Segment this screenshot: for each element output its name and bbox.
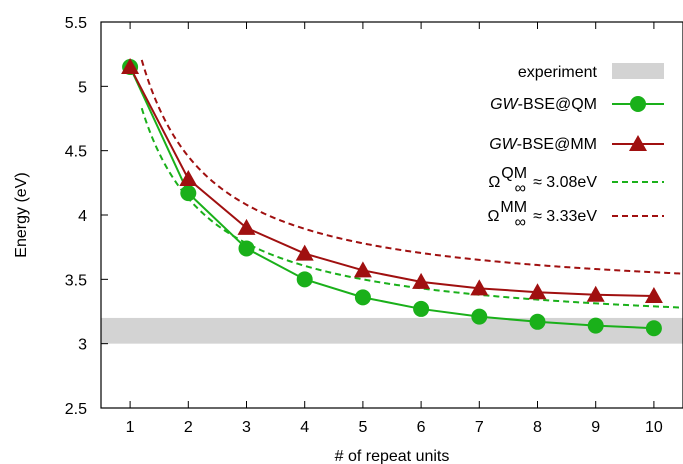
legend-entry-fit: ≈ 3.08eV ∞QMΩ [488, 165, 664, 197]
data-point-qm [180, 185, 197, 202]
y-tick-label: 4 [78, 208, 87, 225]
y-tick-label: 4.5 [65, 144, 87, 161]
x-tick-label: 3 [242, 419, 251, 436]
legend-fit-superscript: MM [500, 199, 527, 216]
legend-entry-fit: ≈ 3.33eV ∞MMΩ [487, 199, 664, 231]
legend-swatch-experiment [612, 63, 664, 79]
legend-fit-symbol: Ω [487, 208, 499, 225]
legend-marker-triangle [629, 135, 647, 151]
experiment-band [101, 317, 683, 344]
y-tick-label: 3 [78, 337, 87, 354]
data-point-qm [296, 271, 313, 288]
x-tick-label: 9 [591, 419, 600, 436]
x-tick-label: 10 [645, 419, 663, 436]
tick-labels: 1 2 3 4 5 6 7 8 9 10 2.5 3 3.5 4 4.5 5 5.5 [65, 15, 663, 436]
data-point-mm [586, 285, 605, 302]
data-point-mm [412, 272, 431, 289]
x-tick-label: 5 [358, 419, 367, 436]
legend-label-fit: ≈ 3.08eV [533, 174, 597, 191]
data-point-qm [587, 317, 604, 334]
y-tick-label: 3.5 [65, 272, 87, 289]
data-point-mm [353, 261, 372, 278]
legend-fit-subscript: ∞ [515, 214, 526, 231]
y-axis-label: Energy (eV) [13, 172, 30, 257]
data-point-mm [121, 58, 140, 75]
experiment-range-band [101, 317, 683, 344]
legend-label-series: GW-BSE@QM [490, 96, 597, 113]
legend-label-experiment: experiment [518, 64, 598, 81]
legend-label-fit: ≈ 3.33eV [533, 208, 597, 225]
series-line-bseqm [129, 66, 654, 330]
data-point-mm [295, 244, 314, 261]
y-tick-label: 2.5 [65, 401, 87, 418]
x-tick-label: 8 [533, 419, 542, 436]
data-point-qm [354, 289, 371, 306]
x-tick-label: 4 [300, 419, 309, 436]
x-tick-label: 7 [475, 419, 484, 436]
data-point-mm [179, 169, 198, 186]
fit-curves [140, 59, 683, 309]
axis-ticks [101, 21, 655, 409]
x-tick-label: 2 [184, 419, 193, 436]
y-tick-label: 5 [78, 79, 87, 96]
data-point-qm [529, 313, 546, 330]
data-point-qm [645, 320, 662, 337]
data-point-mm [528, 283, 547, 300]
series-lines [129, 66, 654, 330]
data-point-qm [238, 240, 255, 257]
legend-fit-subscript: ∞ [515, 180, 526, 197]
data-point-mm [644, 287, 663, 304]
series-markers [121, 58, 663, 337]
legend-fit-superscript: QM [501, 165, 527, 182]
x-axis-label: # of repeat units [335, 448, 450, 464]
data-point-qm [471, 308, 488, 325]
legend-label-series: GW-BSE@MM [489, 136, 597, 153]
data-point-qm [413, 300, 430, 317]
x-tick-label: 1 [126, 419, 135, 436]
series-line-bsemm [129, 66, 654, 298]
data-point-mm [470, 279, 489, 296]
legend-marker-circle [630, 96, 646, 112]
fit-curve-mm [140, 59, 683, 275]
x-tick-label: 6 [417, 419, 426, 436]
data-point-mm [237, 218, 256, 235]
legend-fit-symbol: Ω [488, 174, 500, 191]
y-tick-label: 5.5 [65, 15, 87, 32]
